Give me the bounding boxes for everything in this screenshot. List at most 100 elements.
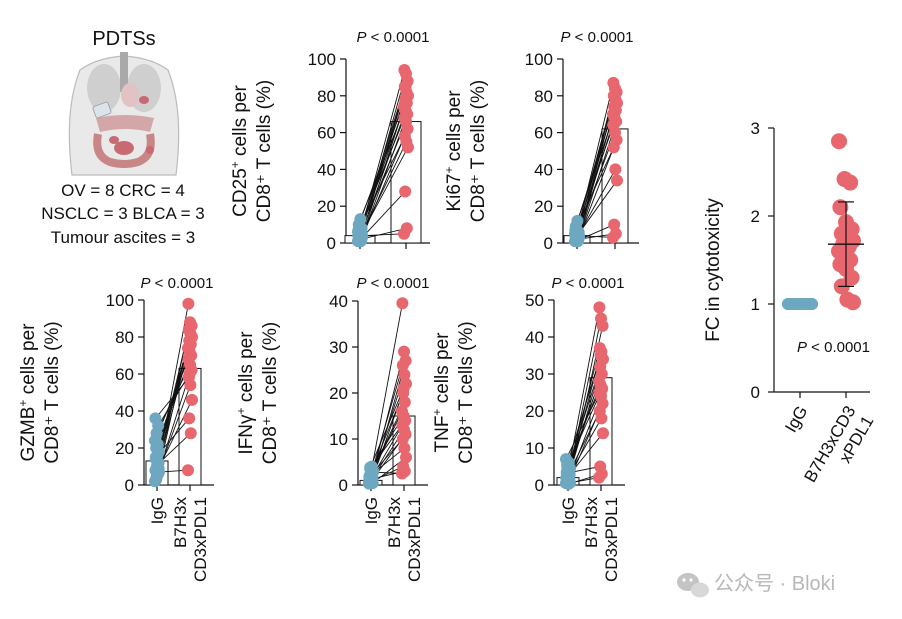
point-bispecific: [832, 199, 849, 216]
p-value: P < 0.0001: [357, 29, 430, 46]
y-tick-label: 60: [534, 124, 553, 143]
p-value: P < 0.0001: [561, 29, 634, 46]
point-bispecific: [402, 141, 414, 154]
y-tick-label: 80: [115, 328, 134, 347]
y-axis-label: TNF+ cells per: [430, 332, 453, 453]
cohort-line-2: NSCLC = 3 BLCA = 3: [41, 204, 204, 223]
point-igg: [561, 458, 574, 471]
y-tick-label: 20: [525, 402, 544, 421]
point-bispecific: [186, 393, 198, 406]
x-label-igg: IgG: [781, 403, 811, 436]
cohort-line-3: Tumour ascites = 3: [51, 228, 195, 247]
point-bispecific: [594, 349, 607, 362]
y-tick-label: 100: [106, 291, 134, 310]
pair-line: [565, 392, 600, 460]
pair-line: [574, 95, 615, 236]
y-tick-label: 0: [327, 234, 336, 253]
x-label-bispecific-line1: B7H3x: [171, 497, 190, 549]
point-igg: [564, 476, 576, 489]
x-label-bispecific-line1: B7H3x: [385, 497, 404, 549]
point-bispecific: [595, 412, 608, 425]
y-tick-label: 20: [329, 384, 348, 403]
pdts-panel: PDTSs OV = 8 CRC = 4 NSCLC = 3 BLCA = 3 …: [41, 28, 204, 247]
point-bispecific: [396, 297, 409, 310]
point-bispecific: [398, 368, 411, 381]
y-tick-label: 20: [317, 197, 336, 216]
point-bispecific: [396, 359, 409, 372]
point-igg: [806, 298, 818, 310]
point-igg: [150, 473, 163, 486]
y-axis-label: FC in cytotoxicity: [703, 198, 724, 342]
x-label-igg: IgG: [148, 497, 167, 524]
panel-title: PDTSs: [92, 28, 155, 50]
pair-line: [575, 95, 616, 238]
y-tick-label: 40: [525, 328, 544, 347]
point-bispecific: [399, 185, 412, 198]
pair-line: [574, 125, 614, 234]
y-tick-label: 80: [317, 87, 336, 106]
point-bispecific: [182, 464, 194, 477]
point-igg: [149, 412, 162, 425]
y-tick-label: 60: [317, 124, 336, 143]
y-tick-label: 80: [534, 87, 553, 106]
y-axis-label-line2: CD8⁺ T cells (%): [42, 321, 63, 463]
x-label-igg: IgG: [362, 497, 381, 524]
pair-line: [568, 388, 603, 463]
point-bispecific: [593, 471, 605, 484]
y-tick-label: 0: [751, 383, 760, 402]
point-bispecific: [399, 80, 412, 93]
y-tick-label: 20: [534, 197, 553, 216]
p-value: P < 0.0001: [797, 339, 870, 356]
p-value: P < 0.0001: [141, 275, 214, 292]
point-bispecific: [609, 163, 622, 176]
pair-line: [361, 233, 405, 237]
y-tick-label: 20: [115, 439, 134, 458]
point-bispecific: [398, 442, 411, 455]
y-axis-label-line2: CD8⁺ T cells (%): [254, 80, 275, 222]
pair-line: [155, 377, 190, 419]
point-bispecific: [845, 294, 861, 311]
y-tick-label: 50: [525, 291, 544, 310]
pair-line: [565, 307, 600, 484]
y-axis-label: CD25+ cells per: [228, 85, 251, 217]
cohort-line-1: OV = 8 CRC = 4: [61, 181, 185, 200]
pair-line: [578, 180, 618, 235]
point-igg: [560, 467, 573, 480]
point-bispecific: [607, 231, 619, 244]
point-bispecific: [398, 227, 410, 240]
y-tick-label: 3: [751, 119, 760, 138]
x-label-bispecific-line2: CD3xPDL1: [602, 497, 621, 582]
y-tick-label: 1: [751, 295, 760, 314]
pair-line: [359, 121, 407, 236]
y-tick-label: 100: [525, 50, 553, 69]
point-bispecific: [596, 319, 609, 332]
y-tick-label: 30: [525, 365, 544, 384]
pair-line: [577, 139, 618, 240]
point-bispecific: [608, 218, 621, 231]
y-tick-label: 30: [329, 338, 348, 357]
y-tick-label: 0: [125, 476, 134, 495]
y-axis-label-line2: CD8⁺ T cells (%): [260, 322, 281, 464]
point-igg: [353, 231, 366, 244]
y-tick-label: 40: [115, 402, 134, 421]
y-tick-label: 60: [115, 365, 134, 384]
point-bispecific: [397, 382, 410, 395]
point-bispecific: [400, 451, 412, 464]
point-bispecific: [593, 301, 606, 314]
point-igg: [571, 214, 584, 227]
gzmb-chart: 0 20 40 60 80 100 P < 0.0001 GZMB+ cells per CD8…: [16, 275, 214, 582]
cd25-chart: 0 20 40 60 80 100 P < 0.0001 CD25+ cells per CD8…: [228, 29, 430, 253]
y-tick-label: 2: [751, 207, 760, 226]
point-bispecific: [831, 133, 847, 150]
point-bispecific: [842, 174, 859, 191]
point-bispecific: [183, 368, 196, 380]
y-tick-label: 0: [535, 476, 544, 495]
pair-line: [368, 303, 403, 484]
y-tick-label: 40: [329, 292, 348, 311]
point-bispecific: [184, 379, 197, 392]
pair-line: [576, 169, 616, 238]
x-label-igg: IgG: [559, 497, 578, 524]
point-bispecific: [597, 427, 609, 440]
